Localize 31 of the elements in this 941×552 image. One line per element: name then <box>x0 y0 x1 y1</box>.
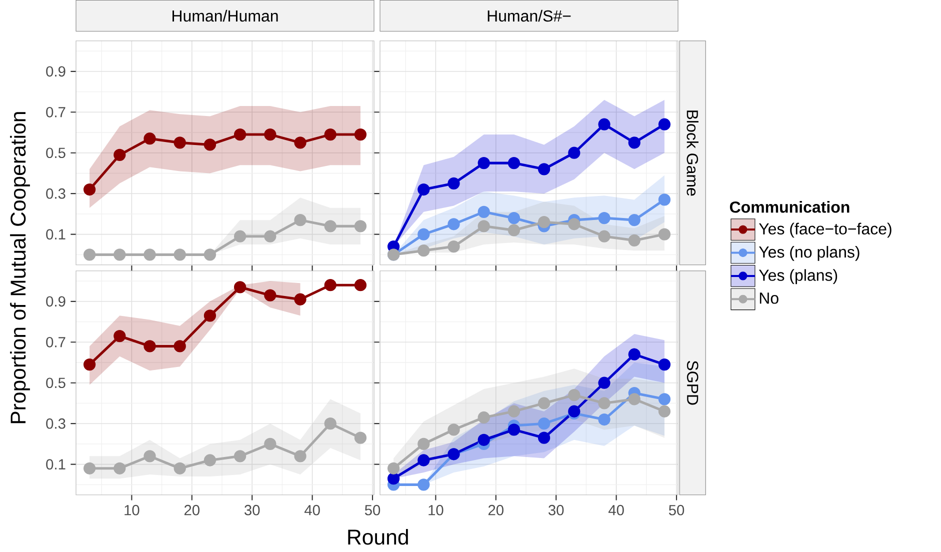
x-tick-label: 40 <box>304 504 320 516</box>
legend-label: No <box>760 292 778 304</box>
x-tick-label: 20 <box>184 504 200 516</box>
chart-title: Human/S#− <box>488 10 571 22</box>
y-tick-label: 0.7 <box>46 107 66 118</box>
x-tick-label: 30 <box>244 504 260 516</box>
y-tick-label: 0.9 <box>46 296 66 307</box>
y-axis-title: Proportion of Mutual Cooperation <box>10 112 30 424</box>
x-tick-label: 50 <box>364 504 380 516</box>
y-tick-label: 0.5 <box>46 378 66 388</box>
y2-axis-title: SGPD <box>686 360 698 405</box>
x-axis-title: Round <box>348 529 408 545</box>
y-tick-label: 0.1 <box>46 459 66 470</box>
x-tick-label: 20 <box>488 504 504 516</box>
y-tick-label: 0.3 <box>46 418 66 429</box>
x-tick-label: 40 <box>608 504 624 516</box>
chart-title: Human/Human <box>172 10 278 22</box>
legend-title: Communication <box>730 201 850 213</box>
y2-axis-title: Block Game <box>686 110 698 196</box>
legend-label: Yes (no plans) <box>758 246 860 261</box>
x-tick-label: 50 <box>668 504 684 516</box>
legend-label: Yes (plans) <box>758 269 838 284</box>
y-tick-label: 0.5 <box>46 148 66 158</box>
x-tick-label: 30 <box>548 504 564 516</box>
y-tick-label: 0.1 <box>46 229 66 240</box>
y-tick-label: 0.3 <box>46 188 66 199</box>
x-tick-label: 10 <box>428 504 444 516</box>
y-tick-label: 0.9 <box>46 66 66 77</box>
text: Yes (face−to−face) <box>758 222 892 238</box>
y-tick-label: 0.7 <box>46 337 66 348</box>
x-tick-label: 10 <box>124 504 140 516</box>
